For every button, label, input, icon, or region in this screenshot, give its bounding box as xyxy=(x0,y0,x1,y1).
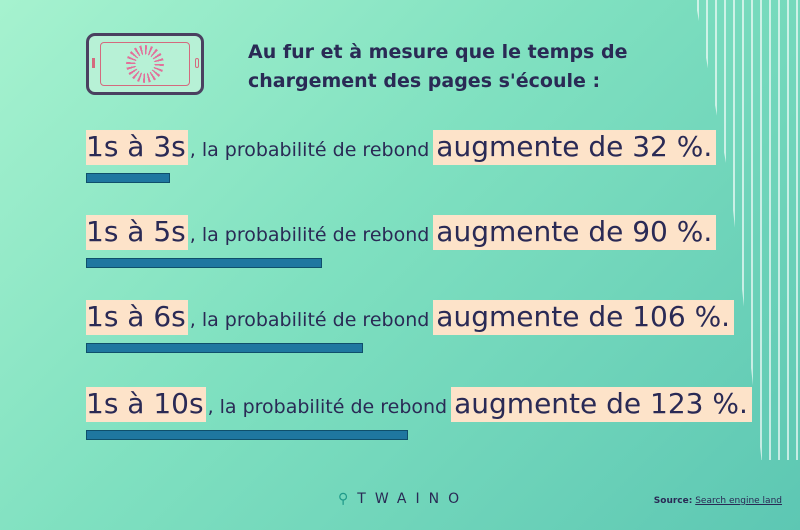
row-value-label: augmente de 90 %. xyxy=(433,215,717,250)
row-value-label: augmente de 32 %. xyxy=(433,130,717,165)
brand-logo: ⚲TWAINO xyxy=(338,491,468,507)
bar xyxy=(86,173,170,183)
row-comma: , xyxy=(189,139,196,161)
bar xyxy=(86,430,408,440)
row-text: 1s à 3s, la probabilité de rebond augmente… xyxy=(86,130,717,165)
phone-button-right xyxy=(195,58,199,68)
row-middle-text: la probabilité de rebond xyxy=(201,139,430,161)
row-text: 1s à 6s, la probabilité de rebond augmente… xyxy=(86,300,735,335)
row-middle-text: la probabilité de rebond xyxy=(219,396,448,418)
row-comma: , xyxy=(207,396,214,418)
bar xyxy=(86,258,322,268)
row-range-label: 1s à 5s xyxy=(86,215,188,250)
headline: Au fur et à mesure que le temps de charg… xyxy=(248,41,628,92)
row-value-label: augmente de 106 %. xyxy=(433,300,735,335)
row-text: 1s à 5s, la probabilité de rebond augmente… xyxy=(86,215,717,250)
row-range-label: 1s à 6s xyxy=(86,300,188,335)
chart-row: 1s à 3s, la probabilité de rebond augmente… xyxy=(86,130,717,183)
brand-name: TWAINO xyxy=(357,491,469,507)
source-label: Source: xyxy=(653,496,693,506)
row-text: 1s à 10s, la probabilité de rebond augment… xyxy=(86,387,752,422)
chart-row: 1s à 10s, la probabilité de rebond augment… xyxy=(86,387,752,440)
loading-spinner-icon xyxy=(126,45,164,83)
row-comma: , xyxy=(189,224,196,246)
brand-mark-icon: ⚲ xyxy=(338,491,358,507)
chart-row: 1s à 5s, la probabilité de rebond augmente… xyxy=(86,215,717,268)
bar xyxy=(86,343,363,353)
row-middle-text: la probabilité de rebond xyxy=(201,224,430,246)
row-middle-text: la probabilité de rebond xyxy=(201,309,430,331)
source-credit: Source: Search engine land xyxy=(654,496,782,506)
row-range-label: 1s à 10s xyxy=(86,387,206,422)
row-comma: , xyxy=(189,309,196,331)
phone-loading-icon xyxy=(86,33,204,95)
phone-screen xyxy=(100,42,190,86)
phone-button-left xyxy=(92,58,95,68)
row-value-label: augmente de 123 %. xyxy=(451,387,752,422)
source-link[interactable]: Search engine land xyxy=(695,496,782,506)
chart-row: 1s à 6s, la probabilité de rebond augmente… xyxy=(86,300,735,353)
row-range-label: 1s à 3s xyxy=(86,130,188,165)
